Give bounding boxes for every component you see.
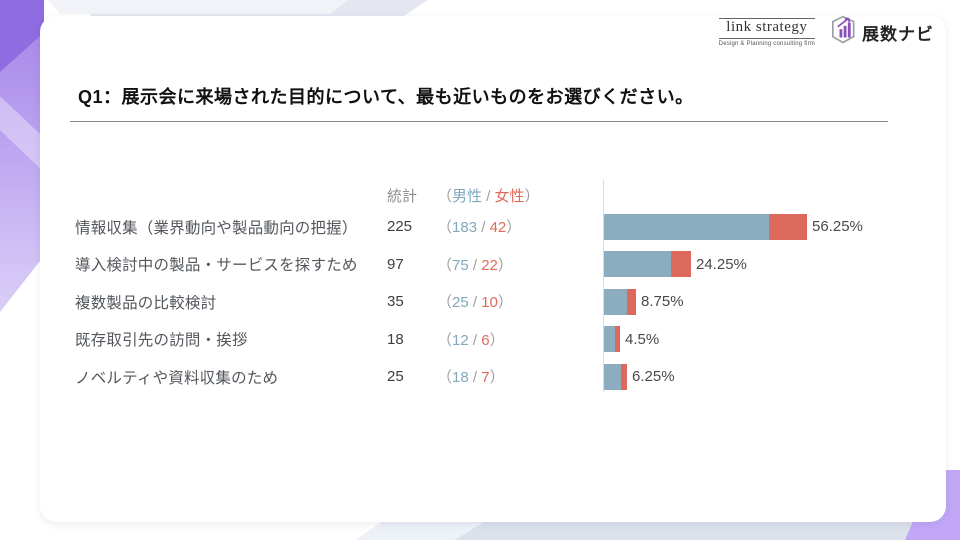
paren-open: （: [437, 219, 453, 237]
link-strategy-wordmark: link strategy: [718, 18, 815, 39]
bar-cell: 4.5%: [604, 326, 951, 353]
content-card: [40, 16, 946, 522]
row-label: 導入検討中の製品・サービスを探すため: [75, 257, 358, 275]
tensuu-navi-logo: 展数ナビ: [831, 15, 934, 50]
chart-row: 導入検討中の製品・サービスを探すため 97 （75 / 22） 24.25%: [75, 246, 951, 284]
row-label: 複数製品の比較検討: [75, 294, 217, 312]
paren-close: ）: [497, 294, 513, 312]
female-legend-label: 女性: [494, 187, 525, 205]
row-gender-counts: （18 / 7）: [437, 366, 604, 387]
link-strategy-tagline: Design & Planning consulting firm: [718, 41, 815, 47]
paren-close: ）: [524, 187, 540, 205]
female-bar-segment: [627, 288, 636, 315]
chart-row: 既存取引先の訪問・挨拶 18 （12 / 6） 4.5%: [75, 321, 951, 359]
axis-line: [603, 180, 604, 392]
percent-label: 6.25%: [632, 368, 675, 386]
bar-cell: 8.75%: [604, 288, 951, 315]
row-gender-counts: （12 / 6）: [437, 329, 604, 350]
male-count: 25: [452, 294, 469, 312]
cube-chart-icon: [831, 15, 858, 50]
row-gender-counts: （75 / 22）: [437, 254, 604, 275]
bottom-gray-band: [455, 521, 960, 540]
survey-bar-chart: 統計 （男性 / 女性） 情報収集（業界動向や製品動向の把握） 225 （183 /…: [75, 182, 951, 396]
gender-column-header: （男性 / 女性）: [437, 185, 604, 206]
female-count: 22: [481, 256, 498, 274]
chart-row: ノベルティや資料収集のため 25 （18 / 7） 6.25%: [75, 358, 951, 396]
top-light-band: [48, 0, 348, 14]
count-separator: /: [468, 256, 482, 274]
male-bar-segment: [604, 326, 615, 353]
male-bar-segment: [604, 251, 671, 278]
paren-close: ）: [489, 369, 505, 387]
chart-header-row: 統計 （男性 / 女性）: [75, 182, 951, 208]
bar-cell: 56.25%: [604, 213, 951, 240]
male-count: 75: [452, 256, 469, 274]
paren-close: ）: [497, 256, 513, 274]
count-separator: /: [468, 331, 482, 349]
stats-column-header: 統計: [387, 187, 418, 205]
female-count: 7: [481, 369, 490, 387]
male-count: 183: [452, 219, 478, 237]
female-bar-segment: [671, 251, 691, 278]
question-title: Q1：展示会に来場された目的について、最も近いものをお選びください。: [78, 87, 694, 107]
row-label: ノベルティや資料収集のため: [75, 369, 279, 387]
row-gender-counts: （183 / 42）: [437, 216, 604, 237]
male-count: 12: [452, 331, 469, 349]
paren-close: ）: [506, 219, 522, 237]
bar-cell: 24.25%: [604, 251, 951, 278]
count-separator: /: [468, 294, 482, 312]
male-count: 18: [452, 369, 469, 387]
male-bar-segment: [604, 213, 769, 240]
percent-label: 8.75%: [641, 293, 684, 311]
row-gender-counts: （25 / 10）: [437, 291, 604, 312]
paren-open: （: [437, 256, 453, 274]
row-total: 225: [387, 218, 413, 236]
paren-open: （: [437, 187, 453, 205]
count-separator: /: [468, 369, 482, 387]
paren-open: （: [437, 294, 453, 312]
male-bar-segment: [604, 363, 621, 390]
row-label: 情報収集（業界動向や製品動向の把握）: [75, 219, 358, 237]
header-logos: link strategy Design & Planning consulti…: [718, 15, 934, 50]
paren-open: （: [437, 331, 453, 349]
percent-label: 56.25%: [812, 218, 863, 236]
legend-separator: /: [482, 187, 495, 205]
chart-row: 複数製品の比較検討 35 （25 / 10） 8.75%: [75, 283, 951, 321]
percent-label: 4.5%: [625, 330, 660, 348]
male-legend-label: 男性: [452, 187, 483, 205]
bar-cell: 6.25%: [604, 363, 951, 390]
title-divider: [70, 121, 888, 122]
link-strategy-logo: link strategy Design & Planning consulti…: [718, 18, 815, 47]
female-count: 42: [489, 219, 507, 237]
row-total: 18: [387, 330, 404, 348]
female-bar-segment: [615, 326, 620, 353]
chart-row: 情報収集（業界動向や製品動向の把握） 225 （183 / 42） 56.25%: [75, 208, 951, 246]
row-label: 既存取引先の訪問・挨拶: [75, 332, 248, 350]
female-count: 10: [481, 294, 498, 312]
female-bar-segment: [621, 363, 627, 390]
paren-close: ）: [489, 331, 505, 349]
female-bar-segment: [769, 213, 807, 240]
percent-label: 24.25%: [696, 255, 747, 273]
count-separator: /: [477, 219, 490, 237]
row-total: 97: [387, 255, 404, 273]
row-total: 25: [387, 368, 404, 386]
female-count: 6: [481, 331, 490, 349]
paren-open: （: [437, 369, 453, 387]
tensuu-navi-wordmark: 展数ナビ: [862, 25, 934, 44]
male-bar-segment: [604, 288, 627, 315]
row-total: 35: [387, 293, 404, 311]
chart-rows: 情報収集（業界動向や製品動向の把握） 225 （183 / 42） 56.25% 導入検…: [75, 208, 951, 396]
